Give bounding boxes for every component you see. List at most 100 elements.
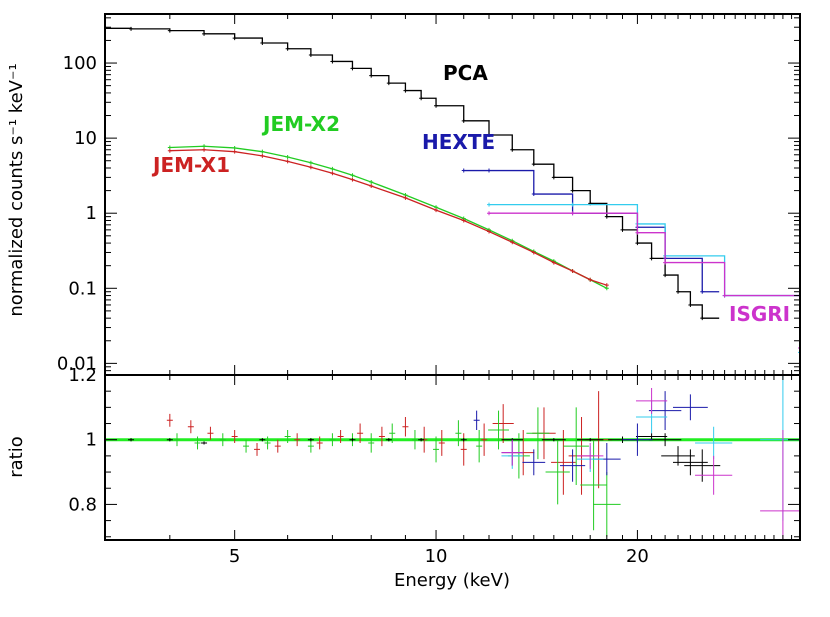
top-y-tick-label: 100 xyxy=(63,53,97,74)
data-point-pca xyxy=(635,241,640,246)
data-point-jem-x1 xyxy=(330,171,335,176)
ratio-point-hexte-ratio xyxy=(522,449,546,476)
axes-layer: 5 10 20 0.01 0.1 1 10 100 0.8 1 1.2 xyxy=(57,13,801,567)
data-point-jem-x1 xyxy=(551,260,556,265)
x-tick-label: 5 xyxy=(229,546,240,567)
data-point-hexte xyxy=(531,192,536,197)
data-point-jem-x2 xyxy=(350,173,355,178)
ratio-point-jem-x1-ratio xyxy=(316,436,323,450)
data-point-hexte xyxy=(461,168,466,173)
data-point-isgri xyxy=(722,293,727,298)
ratio-point-isgri-ratio xyxy=(635,387,668,414)
ratio-point-jem-x2-ratio xyxy=(563,407,589,485)
data-point-pca xyxy=(570,188,575,193)
ratio-point-jem-x2-ratio xyxy=(329,433,336,447)
ratio-point-jem-x2-ratio xyxy=(243,439,250,453)
top-y-tick-label: 1 xyxy=(86,203,97,224)
ratio-point-hexte-cyan-ratio xyxy=(695,426,733,460)
ratio-point-jem-x1-ratio xyxy=(402,417,409,437)
top-panel-data xyxy=(105,26,800,355)
ratio-point-isgri-ratio xyxy=(577,442,604,469)
bottom-y-tick-label: 1.2 xyxy=(68,365,97,386)
ratio-point-jem-x2-ratio xyxy=(264,436,271,450)
ratio-point-jem-x2-ratio xyxy=(194,436,201,450)
data-point-jem-x2 xyxy=(202,144,207,149)
data-point-pca xyxy=(604,214,609,219)
data-point-pca xyxy=(350,66,355,71)
annotation-hexte: HEXTE xyxy=(422,130,495,154)
ratio-point-jem-x1-ratio xyxy=(207,426,214,440)
data-point-pca xyxy=(202,31,207,36)
top-y-axis-label: normalized counts s⁻¹ keV⁻¹ xyxy=(6,63,27,316)
top-y-tick-label: 10 xyxy=(74,128,97,149)
data-point-hexte-cyan xyxy=(798,350,800,355)
data-point-pca xyxy=(419,96,424,101)
ratio-point-hexte-ratio xyxy=(559,449,586,482)
data-point-pca xyxy=(487,133,492,138)
ratio-point-isgri-ratio xyxy=(760,430,800,540)
data-point-pca xyxy=(700,316,705,321)
data-point-jem-x1 xyxy=(570,268,575,273)
data-point-isgri xyxy=(635,230,640,235)
data-point-pca xyxy=(551,175,556,180)
ratio-point-jem-x2-ratio xyxy=(488,410,509,450)
ratio-point-hexte-ratio xyxy=(672,394,708,421)
data-point-jem-x2 xyxy=(260,149,265,154)
ratio-point-pca-ratio xyxy=(201,441,208,445)
ratio-point-jem-x1-ratio xyxy=(231,430,238,443)
top-y-tick-label: 0.1 xyxy=(68,278,97,299)
ratio-point-jem-x2-ratio xyxy=(455,420,462,447)
ratio-point-jem-x2-ratio xyxy=(593,472,621,537)
series-line-jem-x1 xyxy=(169,149,608,286)
data-point-pca xyxy=(461,118,466,123)
data-point-jem-x1 xyxy=(285,159,290,164)
annotation-jem-x2: JEM-X2 xyxy=(261,112,340,136)
data-point-jem-x1 xyxy=(232,149,237,154)
ratio-point-jem-x2-ratio xyxy=(433,436,440,463)
ratio-point-pca-ratio xyxy=(577,438,604,442)
bottom-y-axis-label: ratio xyxy=(6,436,27,478)
data-point-jem-x2 xyxy=(308,160,313,165)
ratio-point-isgri-ratio xyxy=(501,439,524,466)
ratio-point-jem-x2-ratio xyxy=(580,439,607,531)
data-point-pca xyxy=(330,59,335,64)
ratio-point-pca-ratio xyxy=(128,438,135,442)
ratio-point-jem-x2-ratio xyxy=(411,430,418,450)
ratio-point-jem-x1-ratio xyxy=(187,420,194,434)
ratio-point-jem-x2-ratio xyxy=(284,430,291,443)
annotation-jem-x1: JEM-X1 xyxy=(151,153,230,177)
data-point-jem-x2 xyxy=(369,180,374,185)
data-point-jem-x2 xyxy=(285,155,290,160)
data-point-pca xyxy=(434,103,439,108)
series-line-jem-x2 xyxy=(169,145,608,289)
data-point-hexte-cyan xyxy=(570,202,575,207)
data-point-jem-x1 xyxy=(487,229,492,234)
data-point-jem-x1 xyxy=(202,147,207,152)
series-line-isgri xyxy=(489,212,800,349)
annotation-isgri: ISGRI xyxy=(729,302,790,326)
data-point-jem-x1 xyxy=(510,240,515,245)
ratio-point-hexte-ratio xyxy=(622,423,653,456)
data-point-isgri xyxy=(663,260,668,265)
data-point-pca xyxy=(531,162,536,167)
data-point-pca xyxy=(663,273,668,278)
data-point-isgri xyxy=(570,211,575,216)
ratio-point-pca-ratio xyxy=(166,438,173,442)
data-point-isgri xyxy=(487,211,492,216)
series-line-hexte xyxy=(463,169,720,293)
data-point-jem-x1 xyxy=(588,277,593,282)
ratio-point-pca-ratio xyxy=(259,438,266,442)
data-point-jem-x1 xyxy=(461,218,466,223)
data-point-hexte-cyan xyxy=(487,202,492,207)
ratio-point-jem-x1-ratio xyxy=(166,413,173,427)
ratio-point-jem-x2-ratio xyxy=(307,439,314,453)
ratio-point-jem-x2-ratio xyxy=(389,423,396,443)
ratio-point-pca-ratio xyxy=(460,438,467,442)
data-point-pca xyxy=(308,52,313,57)
ratio-point-hexte-ratio xyxy=(473,410,480,430)
ratio-point-jem-x1-ratio xyxy=(254,442,261,456)
ratio-point-jem-x1-ratio xyxy=(492,404,514,443)
ratio-point-jem-x1-ratio xyxy=(337,430,344,443)
data-point-pca xyxy=(676,289,681,294)
